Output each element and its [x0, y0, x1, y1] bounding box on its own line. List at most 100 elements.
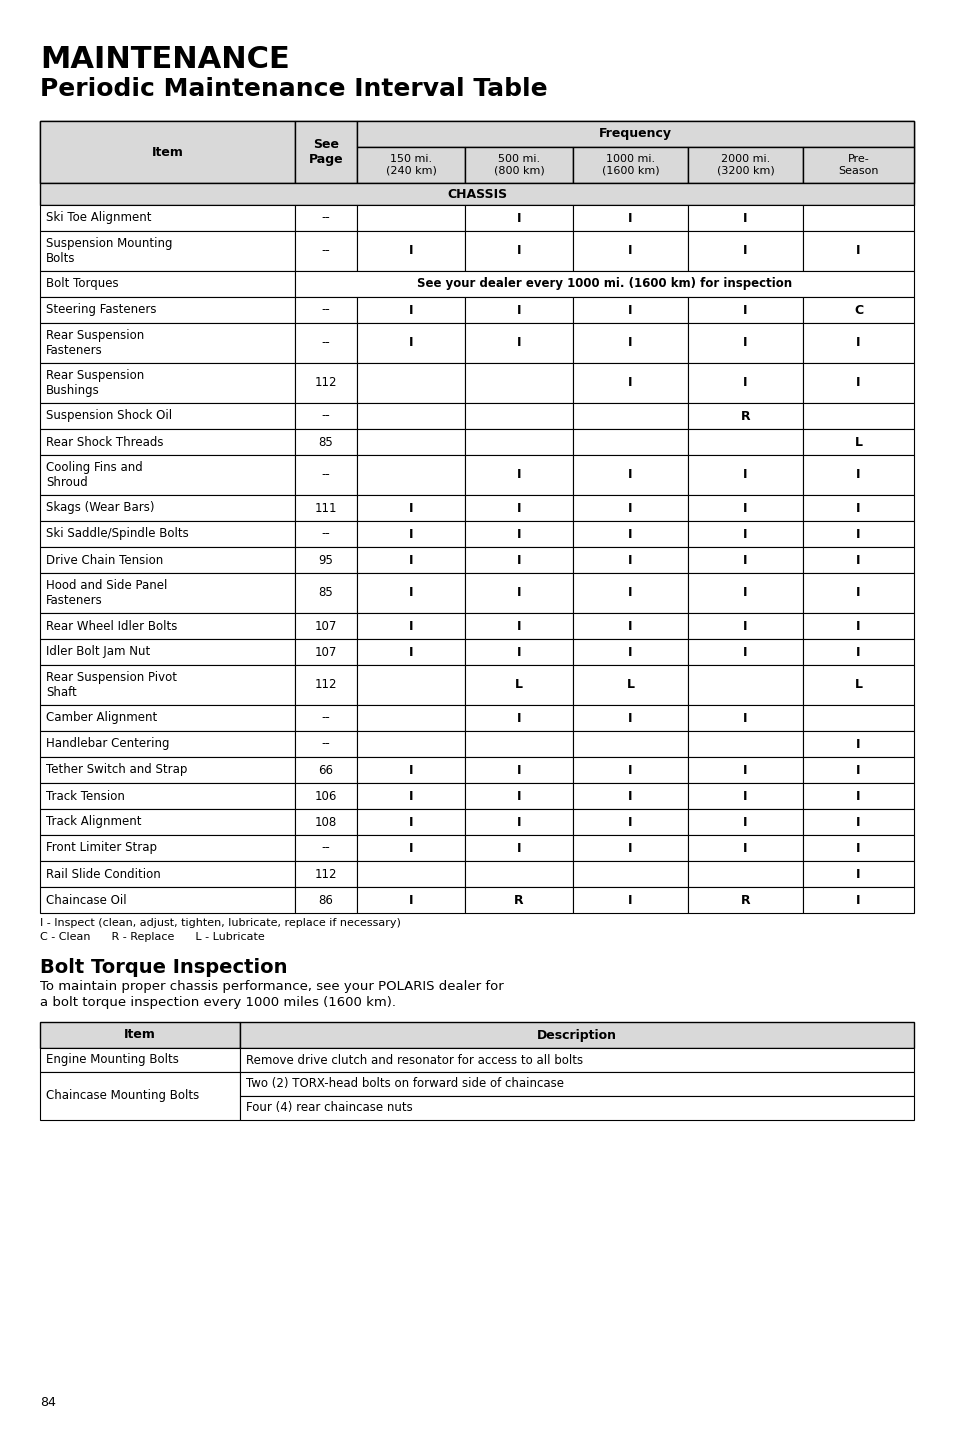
Bar	[40, 455, 294, 494]
Bar	[573, 861, 687, 887]
Bar	[356, 429, 464, 455]
Text: Item: Item	[124, 1028, 155, 1041]
Bar	[356, 521, 464, 547]
Bar	[687, 784, 802, 808]
Bar	[294, 494, 356, 521]
Bar	[573, 664, 687, 705]
Bar	[573, 205, 687, 231]
Bar	[356, 664, 464, 705]
Bar	[294, 547, 356, 573]
Bar	[356, 494, 464, 521]
Text: I: I	[628, 894, 632, 906]
Text: --: --	[321, 410, 330, 423]
Bar	[687, 205, 802, 231]
Text: I: I	[517, 586, 520, 599]
Text: I: I	[628, 619, 632, 632]
Text: Camber Alignment: Camber Alignment	[46, 711, 157, 724]
Text: I: I	[408, 646, 413, 659]
Bar	[687, 494, 802, 521]
Text: I: I	[628, 244, 632, 257]
Text: Front Limiter Strap: Front Limiter Strap	[46, 842, 157, 855]
Text: --: --	[321, 336, 330, 349]
Text: I: I	[742, 619, 747, 632]
Bar	[40, 270, 294, 297]
Text: I: I	[856, 894, 860, 906]
Bar	[356, 455, 464, 494]
Text: I: I	[742, 711, 747, 724]
Bar	[294, 403, 356, 429]
Bar	[464, 323, 573, 364]
Bar	[356, 638, 464, 664]
Bar	[573, 231, 687, 270]
Bar	[40, 121, 294, 183]
Bar	[687, 297, 802, 323]
Bar	[356, 231, 464, 270]
Bar	[687, 403, 802, 429]
Text: 112: 112	[314, 679, 337, 692]
Bar	[464, 731, 573, 758]
Text: I: I	[628, 554, 632, 567]
Text: I: I	[517, 842, 520, 855]
Text: I: I	[408, 619, 413, 632]
Bar	[802, 731, 913, 758]
Bar	[356, 861, 464, 887]
Bar	[687, 887, 802, 913]
Text: 1000 mi.
(1600 km): 1000 mi. (1600 km)	[601, 154, 659, 176]
Text: I: I	[856, 619, 860, 632]
Bar	[464, 231, 573, 270]
Text: I: I	[628, 377, 632, 390]
Text: I: I	[628, 502, 632, 515]
Text: I: I	[408, 336, 413, 349]
Bar	[464, 835, 573, 861]
Bar	[802, 638, 913, 664]
Bar	[356, 205, 464, 231]
Text: I: I	[856, 502, 860, 515]
Text: Periodic Maintenance Interval Table: Periodic Maintenance Interval Table	[40, 77, 547, 100]
Bar	[802, 205, 913, 231]
Bar	[294, 861, 356, 887]
Bar	[687, 731, 802, 758]
Text: 66: 66	[318, 763, 334, 776]
Text: I: I	[742, 646, 747, 659]
Bar	[802, 323, 913, 364]
Text: Steering Fasteners: Steering Fasteners	[46, 304, 156, 317]
Bar	[573, 147, 687, 183]
Text: I: I	[408, 528, 413, 541]
Bar	[464, 784, 573, 808]
Text: See your dealer every 1000 mi. (1600 km) for inspection: See your dealer every 1000 mi. (1600 km)…	[416, 278, 791, 291]
Text: 85: 85	[318, 436, 333, 448]
Bar	[464, 664, 573, 705]
Bar	[802, 297, 913, 323]
Bar	[464, 887, 573, 913]
Bar	[573, 323, 687, 364]
Bar	[573, 758, 687, 784]
Text: --: --	[321, 211, 330, 224]
Bar	[573, 573, 687, 614]
Bar	[40, 183, 913, 205]
Bar	[687, 758, 802, 784]
Text: I: I	[408, 842, 413, 855]
Bar	[294, 614, 356, 638]
Bar	[356, 887, 464, 913]
Bar	[356, 784, 464, 808]
Bar	[464, 521, 573, 547]
Bar	[356, 808, 464, 835]
Text: Handlebar Centering: Handlebar Centering	[46, 737, 170, 750]
Text: I: I	[856, 868, 860, 881]
Bar	[356, 758, 464, 784]
Bar	[40, 297, 294, 323]
Text: 112: 112	[314, 868, 337, 881]
Text: 108: 108	[314, 816, 336, 829]
Text: I: I	[517, 502, 520, 515]
Text: Suspension Mounting
Bolts: Suspension Mounting Bolts	[46, 237, 172, 265]
Bar	[802, 573, 913, 614]
Bar	[356, 835, 464, 861]
Text: Remove drive clutch and resonator for access to all bolts: Remove drive clutch and resonator for ac…	[246, 1054, 582, 1066]
Bar	[240, 1048, 913, 1072]
Bar	[464, 297, 573, 323]
Bar	[464, 638, 573, 664]
Bar	[687, 614, 802, 638]
Text: 500 mi.
(800 km): 500 mi. (800 km)	[493, 154, 544, 176]
Bar	[464, 614, 573, 638]
Text: I: I	[408, 244, 413, 257]
